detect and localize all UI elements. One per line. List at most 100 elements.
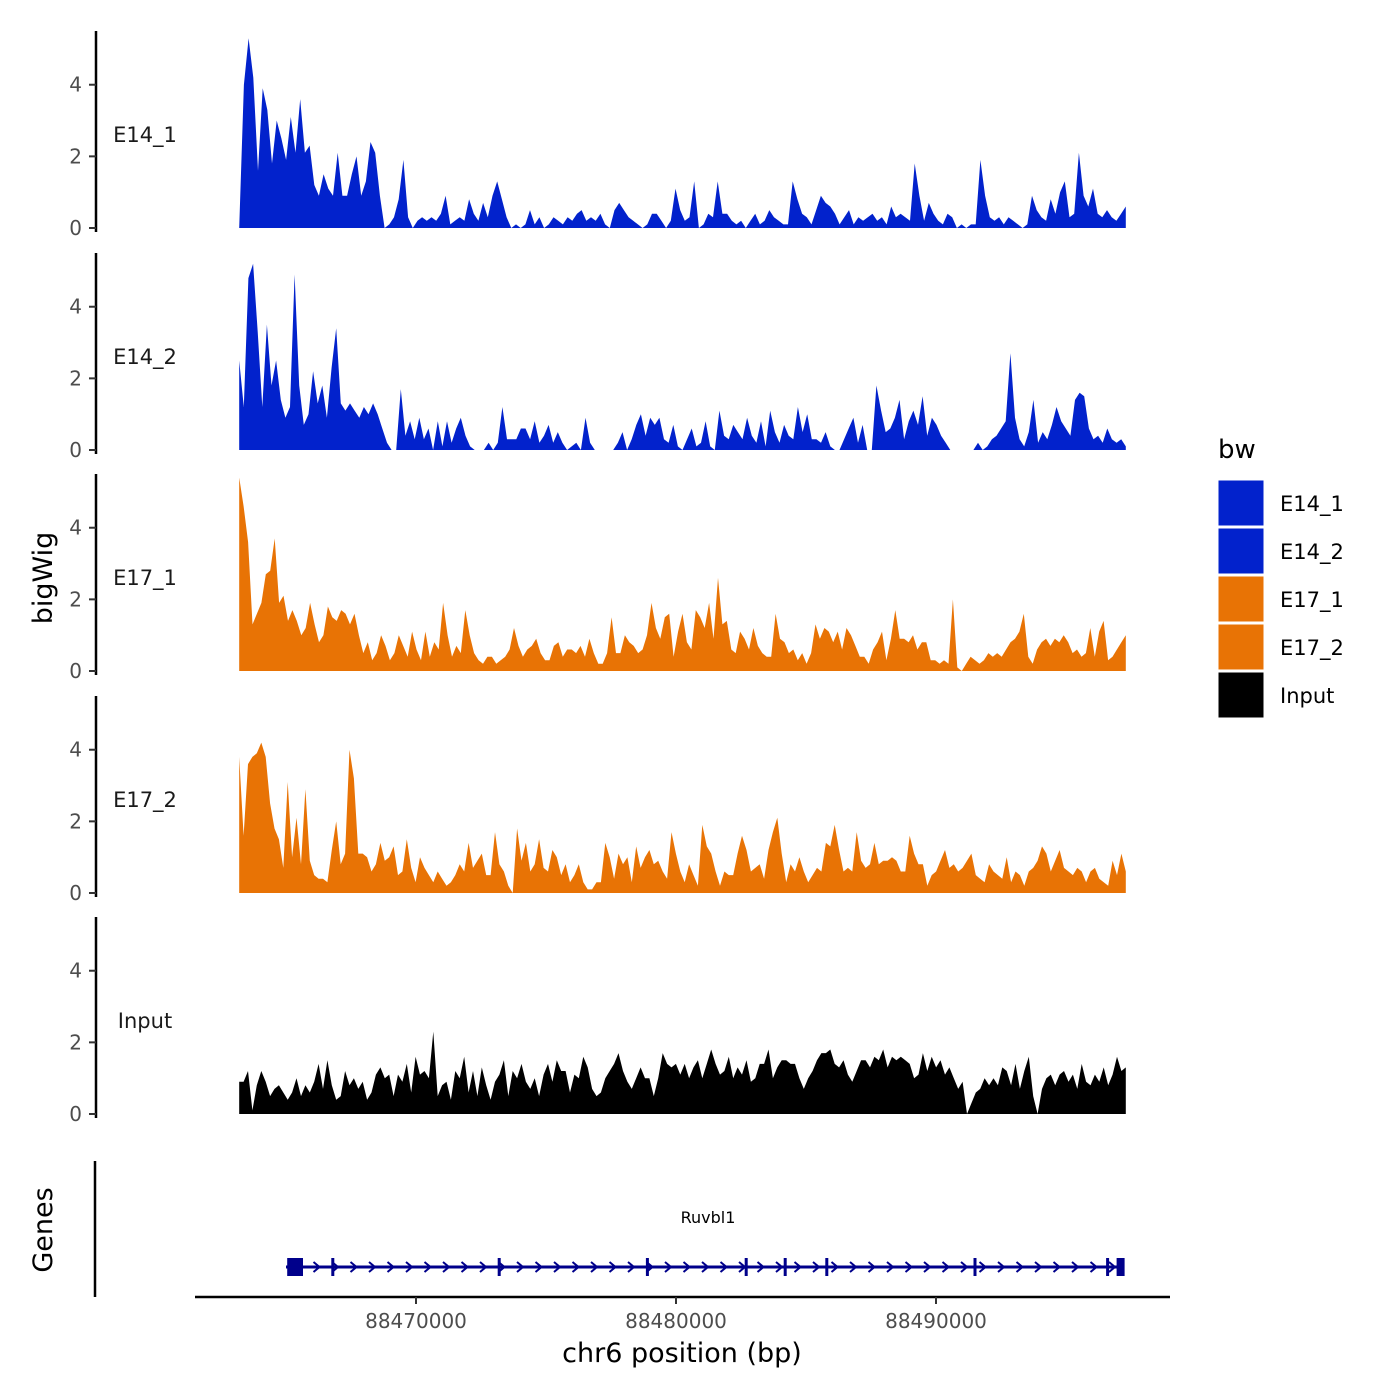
panel-label: Input (118, 1009, 172, 1033)
strand-arrow (608, 1261, 618, 1273)
y-tick-label: 2 (69, 1030, 82, 1054)
strand-arrow (368, 1261, 377, 1273)
strand-arrow (978, 1261, 988, 1273)
panel-E14_2: 0 2 4 E14_2 (69, 253, 1126, 462)
strand-arrow (1089, 1261, 1099, 1273)
strand-arrow (960, 1261, 969, 1273)
x-axis-title: chr6 position (bp) (562, 1338, 802, 1369)
legend-label: E14_1 (1280, 492, 1344, 517)
exon (645, 1258, 649, 1276)
strand-arrow (812, 1261, 821, 1273)
panel-label: E14_2 (113, 345, 177, 370)
y-axis-title: bigWig (28, 532, 59, 625)
x-tick-label: 88480000 (625, 1309, 727, 1333)
y-tick-label: 4 (69, 516, 82, 540)
legend-key-E17_1 (1217, 575, 1265, 623)
strand-arrow (460, 1261, 470, 1273)
strand-arrow (349, 1261, 359, 1273)
y-tick-label: 0 (69, 216, 82, 240)
panel-label: E17_2 (113, 788, 177, 813)
coverage-area-Input (239, 1031, 1126, 1114)
strand-arrow (682, 1261, 692, 1273)
y-tick-label: 2 (69, 366, 82, 390)
legend-label: Input (1280, 684, 1334, 708)
panel-E14_1: 0 2 4 E14_1 (69, 31, 1126, 240)
strand-arrow (756, 1261, 766, 1273)
x-axis: 88470000 88480000 88490000 chr6 position (… (195, 1295, 1170, 1369)
strand-arrow (1034, 1261, 1043, 1273)
exon (1106, 1258, 1110, 1276)
strand-arrow (386, 1261, 396, 1273)
exon (331, 1258, 335, 1276)
strand-arrow (1071, 1261, 1080, 1273)
y-tick-label: 0 (69, 438, 82, 462)
y-tick-label: 4 (69, 295, 82, 319)
exon (973, 1258, 977, 1276)
strand-arrow (1015, 1261, 1025, 1273)
panel-label: E14_1 (113, 123, 177, 148)
strand-arrow (904, 1261, 914, 1273)
strand-arrow (571, 1261, 581, 1273)
legend: bw E14_1 E14_2 E17_1 E17_2 Input (1217, 435, 1344, 719)
gene-body (286, 1258, 1125, 1276)
y-tick-label: 0 (69, 881, 82, 905)
y-tick-label: 4 (69, 73, 82, 97)
panel-Input: 0 2 4 Input (69, 917, 1126, 1126)
legend-key-Input (1217, 671, 1265, 719)
strand-arrow (534, 1261, 544, 1273)
y-tick-label: 4 (69, 959, 82, 983)
coverage-area-E14_1 (239, 38, 1126, 229)
x-tick-label: 88470000 (365, 1309, 467, 1333)
legend-label: E17_2 (1280, 636, 1344, 661)
strand-arrow (423, 1261, 433, 1273)
y-tick-label: 2 (69, 144, 82, 168)
strand-arrow (997, 1261, 1006, 1273)
strand-arrow (867, 1261, 877, 1273)
legend-label: E17_1 (1280, 588, 1344, 613)
strand-arrow (590, 1261, 599, 1273)
x-tick-label: 88490000 (885, 1309, 987, 1333)
gene-track-title: Genes (28, 1187, 59, 1272)
y-tick-label: 0 (69, 659, 82, 683)
exon (825, 1258, 829, 1276)
strand-arrow (886, 1261, 895, 1273)
bigwig-panels: 0 2 4 E14_1 0 2 4 E14_2 0 2 4 E17_1 0 2 4 E17_2 0 2 4 Input (69, 31, 1126, 1126)
strand-arrow (1108, 1261, 1117, 1273)
gene-label: Ruvbl1 (681, 1208, 736, 1227)
strand-arrow (664, 1261, 673, 1273)
strand-arrow (775, 1261, 784, 1273)
exon (783, 1258, 787, 1276)
exon (287, 1258, 296, 1276)
exon (1116, 1258, 1125, 1276)
strand-arrow (516, 1261, 525, 1273)
y-tick-label: 0 (69, 1102, 82, 1126)
coverage-area-E17_2 (239, 742, 1126, 893)
strand-arrow (312, 1261, 322, 1273)
strand-arrow (553, 1261, 562, 1273)
y-tick-label: 2 (69, 587, 82, 611)
strand-arrow (719, 1261, 729, 1273)
legend-key-E17_2 (1217, 623, 1265, 671)
strand-arrow (923, 1261, 932, 1273)
exon (295, 1258, 303, 1276)
strand-arrow (442, 1261, 451, 1273)
y-tick-label: 2 (69, 809, 82, 833)
strand-arrow (941, 1261, 951, 1273)
strand-arrow (701, 1261, 710, 1273)
y-tick-label: 4 (69, 738, 82, 762)
legend-key-E14_1 (1217, 479, 1265, 527)
strand-arrow (1052, 1261, 1062, 1273)
strand-arrow (793, 1261, 803, 1273)
exon (744, 1258, 748, 1276)
exon (497, 1258, 501, 1276)
strand-arrow (830, 1261, 840, 1273)
strand-arrow (849, 1261, 858, 1273)
strand-arrow (479, 1261, 488, 1273)
panel-E17_2: 0 2 4 E17_2 (69, 696, 1126, 905)
legend-key-E14_2 (1217, 527, 1265, 575)
panel-label: E17_1 (113, 566, 177, 591)
coverage-area-E14_2 (239, 263, 1126, 450)
panel-E17_1: 0 2 4 E17_1 (69, 474, 1126, 683)
strand-arrow (627, 1261, 636, 1273)
